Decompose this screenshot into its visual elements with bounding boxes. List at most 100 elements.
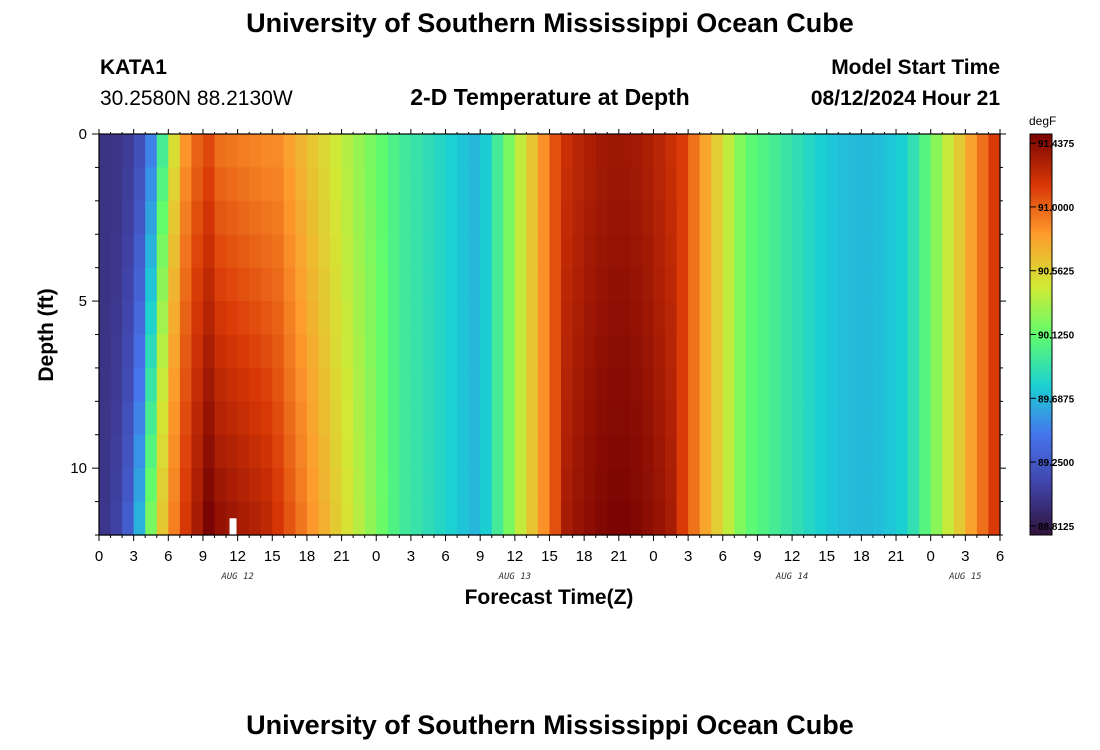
heatmap-cell — [422, 200, 435, 235]
heatmap-cell — [745, 301, 759, 336]
x-tick-label: 15 — [818, 548, 835, 565]
heatmap-cell — [445, 367, 458, 402]
heatmap-cell — [826, 434, 839, 469]
heatmap-cell — [514, 501, 527, 536]
heatmap-cell — [942, 468, 955, 503]
heatmap-cell — [537, 401, 551, 436]
heatmap-cell — [907, 134, 920, 169]
heatmap-cell — [237, 334, 250, 369]
heatmap-cell — [214, 501, 227, 536]
heatmap-cell — [145, 367, 158, 402]
heatmap-cell — [260, 234, 273, 269]
heatmap-cell — [260, 134, 273, 169]
heatmap-cell — [503, 468, 516, 503]
heatmap-cell — [526, 501, 539, 536]
heatmap-cell — [676, 434, 689, 469]
heatmap-cell — [757, 234, 770, 269]
heatmap-cell — [260, 434, 273, 469]
heatmap-cell — [618, 134, 631, 169]
heatmap-cell — [953, 134, 966, 169]
heatmap-cell — [122, 501, 135, 536]
heatmap-cell — [260, 301, 273, 336]
heatmap-cell — [861, 434, 874, 469]
heatmap-cell — [780, 434, 793, 469]
heatmap-cell — [584, 301, 597, 336]
heatmap-cell — [745, 501, 759, 536]
heatmap-cell — [965, 267, 978, 302]
heatmap-cell — [942, 200, 955, 235]
heatmap-cell — [503, 267, 516, 302]
heatmap-cell — [607, 367, 620, 402]
heatmap-cell — [942, 367, 955, 402]
heatmap-cell — [630, 267, 643, 302]
heatmap-cell — [907, 468, 920, 503]
heatmap-cell — [688, 167, 701, 202]
heatmap-cell — [399, 267, 412, 302]
heatmap-cell — [214, 301, 227, 336]
heatmap-cell — [99, 234, 112, 269]
x-tick-label: 12 — [229, 548, 246, 565]
heatmap-cell — [537, 234, 551, 269]
heatmap-cell — [410, 167, 424, 202]
heatmap-cell — [145, 200, 158, 235]
heatmap-cell — [306, 301, 320, 336]
heatmap-cell — [491, 267, 504, 302]
heatmap-cell — [226, 334, 239, 369]
heatmap-cell — [537, 134, 551, 169]
y-tick-label: 5 — [79, 293, 87, 310]
heatmap-cell — [202, 468, 216, 503]
heatmap-cell — [226, 401, 239, 436]
heatmap-cell — [953, 401, 966, 436]
heatmap-cell — [861, 234, 874, 269]
heatmap-cell — [849, 134, 862, 169]
heatmap-cell — [572, 134, 585, 169]
heatmap-cell — [318, 301, 331, 336]
heatmap-cell — [688, 234, 701, 269]
model-start-label: Model Start Time — [831, 56, 1000, 79]
heatmap-cell — [826, 334, 839, 369]
heatmap-cell — [179, 468, 193, 503]
heatmap-cell — [711, 401, 724, 436]
heatmap-cell — [283, 434, 296, 469]
heatmap-cell — [618, 367, 631, 402]
colorbar-label: 89.2500 — [1038, 458, 1075, 469]
heatmap-cell — [815, 200, 828, 235]
heatmap-cell — [618, 234, 631, 269]
heatmap-cell — [965, 234, 978, 269]
heatmap-cell — [145, 301, 158, 336]
heatmap-cell — [780, 367, 793, 402]
heatmap-cell — [341, 468, 354, 503]
heatmap-cell — [549, 401, 562, 436]
heatmap-cell — [99, 267, 112, 302]
heatmap-cell — [734, 167, 747, 202]
heatmap-cell — [942, 434, 955, 469]
x-tick-label: 9 — [199, 548, 207, 565]
heatmap-cell — [457, 334, 470, 369]
heatmap-cell — [376, 401, 389, 436]
heatmap-cell — [387, 334, 400, 369]
heatmap-cell — [641, 434, 655, 469]
heatmap-cell — [595, 200, 608, 235]
heatmap-cell — [711, 267, 724, 302]
heatmap-cell — [930, 334, 943, 369]
heatmap-cell — [283, 234, 296, 269]
heatmap-cell — [896, 267, 909, 302]
heatmap-cell — [214, 468, 227, 503]
heatmap-cell — [838, 468, 851, 503]
heatmap-cell — [191, 167, 204, 202]
heatmap-cell — [318, 334, 331, 369]
heatmap-cell — [815, 401, 828, 436]
heatmap-cell — [930, 401, 943, 436]
heatmap-cell — [422, 434, 435, 469]
heatmap-cell — [376, 134, 389, 169]
heatmap-cell — [468, 267, 481, 302]
heatmap-cell — [537, 468, 551, 503]
heatmap-cell — [757, 367, 770, 402]
heatmap-cell — [688, 301, 701, 336]
heatmap-cell — [272, 468, 285, 503]
heatmap-cell — [965, 434, 978, 469]
heatmap-cell — [595, 468, 608, 503]
heatmap-cell — [526, 234, 539, 269]
heatmap-cell — [249, 200, 262, 235]
heatmap-cell — [595, 134, 608, 169]
